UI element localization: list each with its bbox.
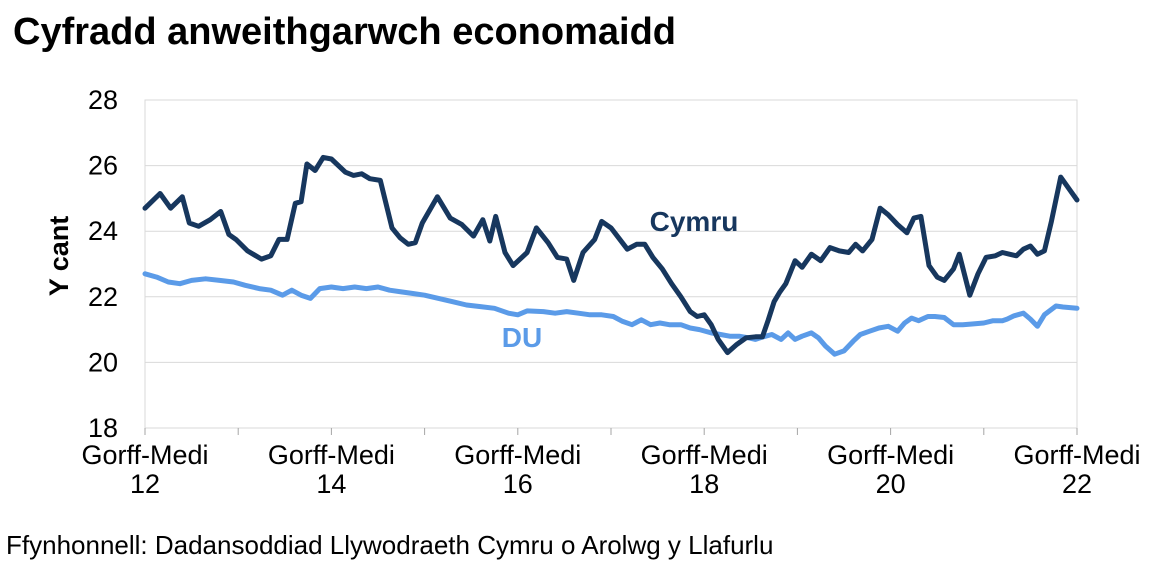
y-tick-label: 24 [88,216,118,246]
x-tick-label-quarter: Gorff-Medi [81,440,208,470]
x-tick-label-year: 20 [876,469,906,499]
page-title: Cyfradd anweithgarwch economaidd [13,11,676,53]
x-tick-label-year: 14 [316,469,346,499]
source-note: Ffynhonnell: Dadansoddiad Llywodraeth Cy… [6,530,774,560]
x-tick-label-year: 22 [1062,469,1092,499]
y-tick-label: 22 [88,282,118,312]
y-tick-label: 26 [88,151,118,181]
x-tick-label-year: 12 [130,469,160,499]
y-tick-label: 20 [88,347,118,377]
x-tick-label-quarter: Gorff-Medi [827,440,954,470]
x-tick-label-quarter: Gorff-Medi [1013,440,1140,470]
x-tick-label-year: 18 [689,469,719,499]
series-label-du: DU [502,322,542,353]
y-tick-label: 18 [88,413,118,443]
y-tick-label: 28 [88,85,118,115]
x-tick-label-quarter: Gorff-Medi [268,440,395,470]
x-tick-label-quarter: Gorff-Medi [641,440,768,470]
x-tick-label-year: 16 [503,469,533,499]
series-line-cymru [142,154,1080,356]
plot-border [144,99,1078,429]
y-axis-title: Y cant [44,216,74,297]
series-line-du [142,271,1080,357]
series-label-cymru: Cymru [650,206,739,237]
x-tick-label-quarter: Gorff-Medi [454,440,581,470]
